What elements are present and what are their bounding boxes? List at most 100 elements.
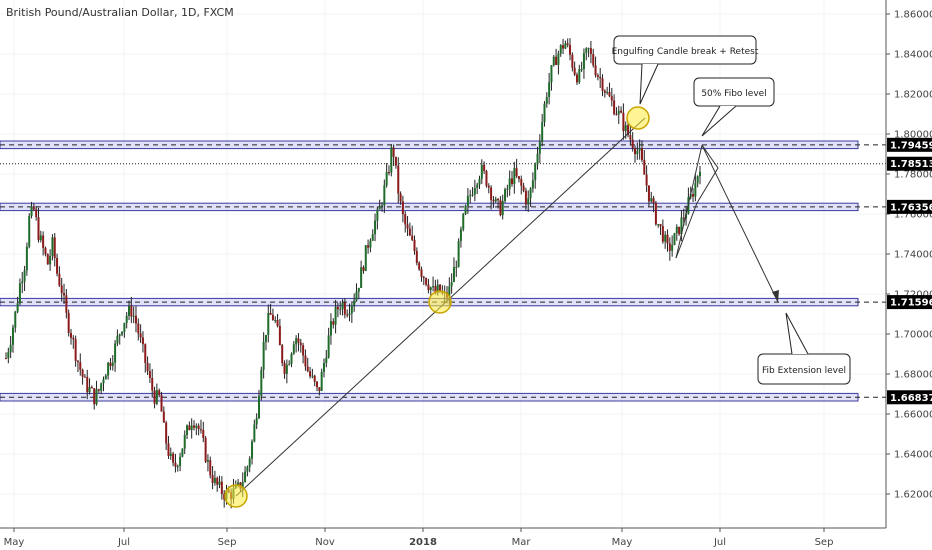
candle-body [608,92,611,97]
candle-body [74,339,77,361]
candle-body [480,164,483,179]
candle-body [329,321,332,336]
candle-body [643,159,646,175]
candle-body [550,65,553,83]
price-zones [0,140,886,402]
candle-body [543,103,546,123]
candle-body [23,270,26,282]
candle-body [664,234,667,242]
candle-body [647,185,650,202]
candle-body [7,352,10,359]
candle-body [492,200,495,202]
candle-body [139,333,142,338]
candle-body [83,376,86,378]
candle-body [627,125,630,136]
candle-body [506,188,509,190]
candle-body [603,90,606,93]
candle-body [613,100,616,115]
candle-body [116,335,119,344]
candle-body [564,43,567,49]
candle-body [390,147,393,173]
candle-body [18,283,21,304]
candle-body [63,293,66,296]
candle-body [601,78,604,91]
candle-body [285,364,288,374]
candle-body [174,462,177,467]
candle-body [302,345,305,356]
candle-body [569,44,572,55]
candle-body [527,198,530,205]
price-level-label: 1.78513 [890,159,932,170]
candle-body [148,371,151,378]
candle-body [332,321,335,325]
candle-body [341,302,344,310]
candle-body [211,475,214,483]
candle-body [494,198,497,202]
candle-body [313,375,316,382]
candle-body [246,467,249,472]
candle-body [555,56,558,65]
candle-body [32,206,35,210]
candle-body [675,226,678,234]
candle-body [262,341,265,370]
candle-body [645,174,648,186]
candle-body [318,387,321,391]
x-tick-label: Jul [117,537,130,548]
candle-body [311,375,314,377]
candle-body [524,190,527,205]
candle-body [471,194,474,196]
candle-body [427,284,430,291]
price-level-tag [887,156,932,171]
candle-body [76,360,79,363]
candle-body [183,434,186,449]
candle-body [206,460,209,462]
candle-body [457,241,460,267]
candle-body [408,228,411,236]
candle-body [399,193,402,202]
y-tick-label: 1.74000 [894,250,932,261]
candle-body [28,216,31,247]
drawings: Engulfing Candle break + Retest 50% Fibo … [224,35,851,508]
candle-body [281,345,284,363]
projection-path [675,144,779,303]
x-tick-label: 2018 [409,537,437,548]
price-level-tag [887,390,932,405]
candle-body [186,425,189,435]
candle-body [292,344,295,354]
candle-body [520,178,523,186]
candle-body [515,168,518,177]
candle-body [508,178,511,189]
candle-body [485,171,488,186]
candle-body [160,395,163,412]
candle-body [367,245,370,248]
candle-body [309,371,312,377]
candle-body [599,76,602,79]
candle-body [671,244,674,251]
candle-body [566,43,569,45]
candle-body [257,396,260,419]
candle-body [376,209,379,221]
x-tick-label: Sep [218,537,237,548]
y-tick-label: 1.82000 [894,90,932,101]
candle-body [531,180,534,189]
candle-body [381,205,384,207]
candle-body [534,164,537,181]
candle-body [448,286,451,298]
candle-body [56,258,59,274]
candle-body [278,325,281,346]
candle-body [692,194,695,197]
y-tick-label: 1.62000 [894,490,932,501]
candle-body [276,319,279,326]
candle-body [673,233,676,245]
candle-body [49,256,52,265]
candle-body [501,201,504,216]
candle-body [90,387,93,389]
candle-body [79,362,82,370]
candle-body [244,471,247,483]
x-tick-label: May [4,537,25,548]
candle-body [220,481,223,495]
candle-body [392,147,395,157]
candle-body [95,389,98,405]
candle-body [404,214,407,225]
